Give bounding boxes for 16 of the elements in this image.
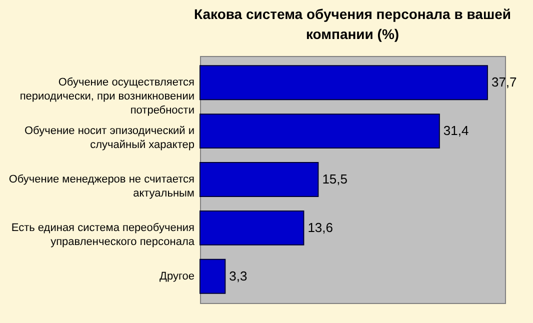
y-tick-label: Другое <box>160 270 194 282</box>
data-label: 13,6 <box>308 220 334 235</box>
y-tick-label: Есть единая система переобучения управленческого персонала <box>11 222 196 248</box>
bar <box>200 65 488 100</box>
bar <box>200 114 440 149</box>
y-tick-label: Обучение менеджеров не считается актуальным <box>8 174 195 200</box>
bar <box>200 162 319 197</box>
y-tick-label: Обучение осуществляется периодически, при возникновении потребности <box>20 76 195 117</box>
bar <box>200 258 226 294</box>
y-tick-label: Обучение носит эпизодический и случайный характер <box>24 125 194 152</box>
data-label: 31,4 <box>443 123 469 138</box>
data-label: 37,7 <box>491 74 517 90</box>
data-label: 15,5 <box>322 172 348 186</box>
chart-title: Какова система обучения персонала в вашей компании (%) <box>194 6 512 42</box>
bar <box>200 210 304 246</box>
data-label: 3,3 <box>229 268 248 284</box>
